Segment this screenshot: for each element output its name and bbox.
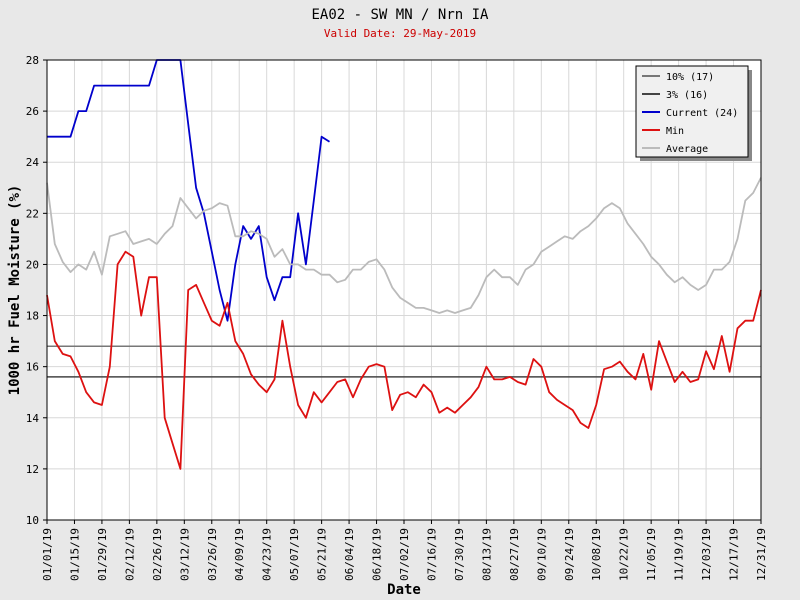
x-tick-label: 05/21/19	[316, 528, 329, 581]
x-tick-label: 11/19/19	[673, 528, 686, 581]
y-tick-label: 20	[26, 258, 39, 271]
x-tick-label: 01/29/19	[96, 528, 109, 581]
x-tick-label: 11/05/19	[645, 528, 658, 581]
series-line	[46, 250, 762, 470]
y-tick-label: 14	[26, 412, 40, 425]
y-tick-label: 22	[26, 207, 39, 220]
x-tick-label: 05/07/19	[288, 528, 301, 581]
legend-label: Current (24)	[666, 108, 738, 119]
x-tick-label: 07/16/19	[425, 528, 438, 581]
x-tick-label: 06/04/19	[343, 528, 356, 581]
legend-label: 10% (17)	[666, 72, 714, 83]
x-tick-label: 09/10/19	[535, 528, 548, 581]
series-line	[47, 59, 330, 322]
y-tick-label: 10	[26, 514, 39, 527]
x-tick-label: 10/22/19	[618, 528, 631, 581]
y-axis-label: 1000 hr Fuel Moisture (%)	[7, 185, 23, 396]
y-tick-label: 28	[26, 54, 39, 67]
x-tick-label: 03/12/19	[178, 528, 191, 581]
ticks: 10 12 14 16 18 20 22 24 26 28 01/01/19 01/15/19 01/2…	[26, 54, 768, 581]
y-tick-label: 26	[26, 105, 39, 118]
x-tick-label: 12/31/19	[755, 528, 768, 581]
x-tick-label: 02/26/19	[151, 528, 164, 581]
chart-title: EA02 - SW MN / Nrn IA	[311, 7, 489, 23]
legend-label: 3% (16)	[666, 90, 708, 101]
x-tick-label: 04/23/19	[261, 528, 274, 581]
x-tick-label: 12/03/19	[700, 528, 713, 581]
y-tick-label: 12	[26, 463, 39, 476]
x-tick-label: 03/26/19	[206, 528, 219, 581]
legend-label: Min	[666, 126, 684, 137]
x-tick-label: 07/30/19	[453, 528, 466, 581]
chart-subtitle: Valid Date: 29-May-2019	[324, 27, 476, 40]
x-tick-label: 06/18/19	[371, 528, 384, 581]
x-tick-label: 07/02/19	[398, 528, 411, 581]
lines	[46, 59, 762, 470]
x-tick-label: 10/08/19	[590, 528, 603, 581]
legend-label: Average	[666, 144, 708, 155]
x-tick-label: 09/24/19	[563, 528, 576, 581]
x-tick-label: 01/01/19	[41, 528, 54, 581]
x-axis-label: Date	[387, 582, 421, 598]
x-tick-label: 02/12/19	[123, 528, 136, 581]
x-tick-label: 08/27/19	[508, 528, 521, 581]
y-tick-label: 24	[26, 156, 40, 169]
legend: 10% (17) 3% (16) Current (24) Min Average	[635, 65, 752, 161]
x-tick-label: 01/15/19	[68, 528, 81, 581]
x-tick-label: 04/09/19	[233, 528, 246, 581]
y-tick-label: 18	[26, 310, 39, 323]
y-tick-label: 16	[26, 361, 39, 374]
x-tick-label: 08/13/19	[480, 528, 493, 581]
x-tick-label: 12/17/19	[728, 528, 741, 581]
grid	[46, 59, 762, 521]
series-line	[46, 177, 762, 314]
